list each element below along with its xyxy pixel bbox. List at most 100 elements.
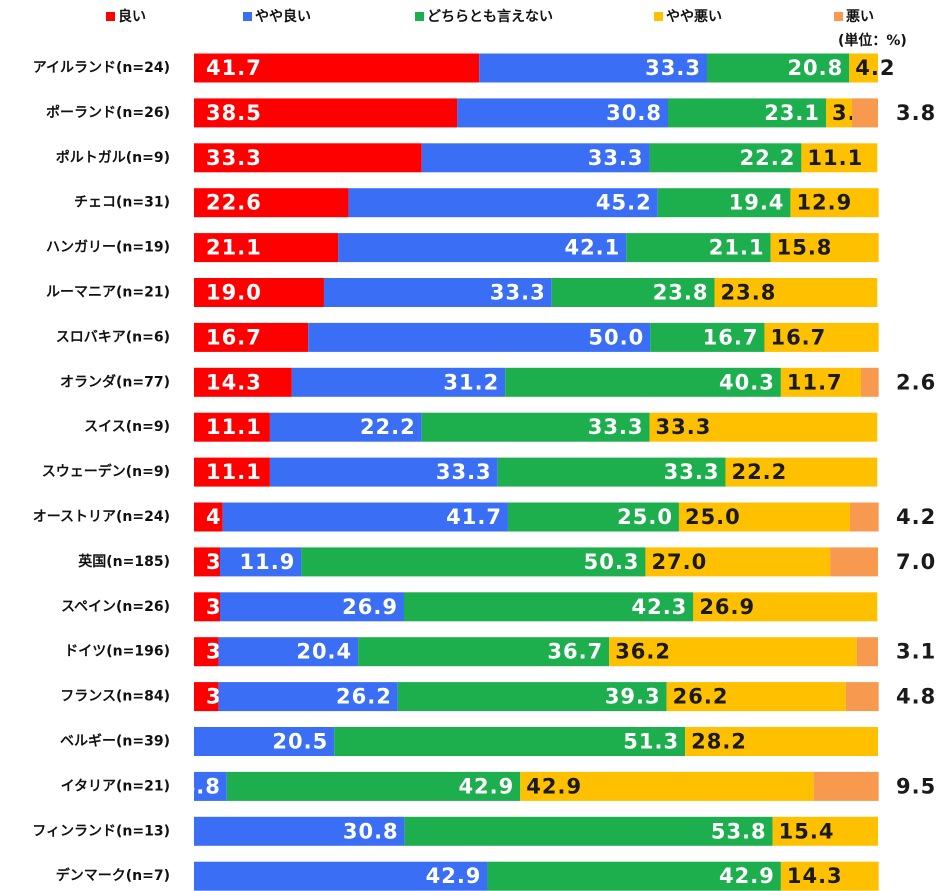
bar-segment	[714, 278, 878, 307]
value-label: 39.3	[605, 685, 661, 709]
bar-segment	[338, 233, 627, 263]
value-label: 14.3	[787, 864, 843, 888]
value-label: 15.8	[777, 236, 833, 260]
category-label: チェコ(n=31)	[74, 195, 170, 211]
value-label: 36.7	[547, 640, 603, 664]
value-label: 12.9	[796, 191, 852, 215]
value-label: 11.9	[240, 550, 296, 574]
category-label: オランダ(n=77)	[60, 373, 170, 390]
bar-segment	[194, 188, 349, 218]
category-label: オーストリア(n=24)	[33, 509, 170, 525]
value-label: 21.1	[709, 236, 765, 260]
value-label: 22.2	[360, 415, 416, 439]
bar-segment	[649, 143, 802, 173]
category-label: アイルランド(n=24)	[33, 60, 170, 76]
bar-segment	[790, 188, 879, 218]
value-label: 33.3	[664, 460, 720, 484]
value-label: 22.2	[740, 146, 796, 170]
value-label: 42.9	[426, 864, 482, 888]
bar-segment	[849, 53, 878, 83]
bar-segment	[194, 143, 422, 173]
bar-segment	[269, 457, 498, 487]
bar-segment	[194, 547, 220, 577]
category-label: ベルギー(n=39)	[60, 733, 170, 750]
bar-segment	[291, 367, 506, 397]
legend-label: やや悪い	[666, 9, 722, 25]
value-label: 9.5	[896, 774, 936, 798]
legend-swatch	[106, 12, 115, 21]
bar-segment	[308, 322, 651, 352]
value-label: 16.7	[703, 325, 759, 349]
bar-segment	[194, 861, 488, 891]
category-label: ポーランド(n=26)	[46, 104, 170, 121]
bar-segment	[626, 233, 771, 263]
value-label: 4.8	[896, 685, 936, 709]
value-label: 20.5	[272, 730, 328, 754]
bar-segment	[479, 53, 707, 83]
value-label: 11.7	[787, 370, 843, 394]
value-label: 50.3	[584, 550, 640, 574]
bar-segment	[551, 278, 715, 307]
value-label: 42.1	[564, 236, 620, 260]
value-label: 42.3	[631, 595, 687, 619]
value-label: 21.1	[206, 236, 262, 260]
category-label: スウェーデン(n=9)	[42, 463, 170, 480]
value-label: 40.3	[719, 370, 775, 394]
bar-segment	[404, 816, 773, 846]
bar-segment	[507, 502, 679, 532]
value-label: 23.1	[764, 101, 820, 125]
bar-segment	[830, 547, 878, 577]
category-label: イタリア(n=21)	[61, 778, 170, 794]
bar-segment	[780, 861, 879, 891]
category-label: スペイン(n=26)	[61, 599, 170, 615]
value-label: 15.4	[779, 819, 835, 843]
value-label: 28.2	[691, 730, 747, 754]
bar-segment	[218, 637, 359, 667]
bar-segment	[226, 771, 521, 801]
value-label: 53.8	[711, 819, 767, 843]
bar-segment	[725, 457, 878, 487]
value-label: 30.8	[606, 101, 662, 125]
legend-swatch	[654, 12, 663, 21]
bar-segment	[860, 367, 879, 397]
value-label: 50.0	[588, 325, 644, 349]
category-label: スロバキア(n=6)	[56, 329, 170, 345]
bar-segment	[301, 547, 646, 577]
bar-segment	[780, 367, 861, 397]
bar-segment	[194, 367, 292, 397]
bar-segment	[801, 143, 878, 173]
value-label: 33.3	[645, 56, 701, 80]
bar-segment	[194, 682, 219, 712]
category-label: フィンランド(n=13)	[32, 823, 170, 839]
bar-segment	[194, 457, 270, 487]
value-label: 23.8	[653, 281, 709, 305]
bar-segment	[358, 637, 610, 667]
legend-swatch	[415, 12, 424, 21]
bar-segment	[645, 547, 831, 577]
bar-segment	[457, 98, 669, 128]
category-label: ポルトガル(n=9)	[56, 149, 170, 166]
bar-segment	[849, 502, 879, 532]
bar-segment	[219, 592, 404, 622]
bar-segment	[770, 233, 879, 263]
bar-segment	[650, 322, 765, 352]
bar-segment	[194, 278, 324, 307]
value-label: 33.3	[588, 415, 644, 439]
value-label: 16.7	[770, 325, 826, 349]
value-label: 4.2	[896, 505, 936, 529]
value-label: 3.1	[896, 640, 936, 664]
unit-note: (単位：%)	[838, 32, 907, 49]
category-label: ルーマニア(n=21)	[46, 285, 170, 301]
bar-segment	[194, 322, 309, 352]
bar-segment	[421, 143, 650, 173]
bar-segment	[194, 816, 405, 846]
value-label: 4.2	[855, 56, 895, 80]
value-label: 11.1	[807, 146, 863, 170]
legend-label: 良い	[118, 8, 146, 25]
value-label: 14.3	[206, 370, 262, 394]
bar-segment	[334, 727, 686, 756]
value-label: 33.3	[588, 146, 644, 170]
bar-segment	[707, 53, 850, 83]
value-label: 4.8	[181, 774, 221, 798]
